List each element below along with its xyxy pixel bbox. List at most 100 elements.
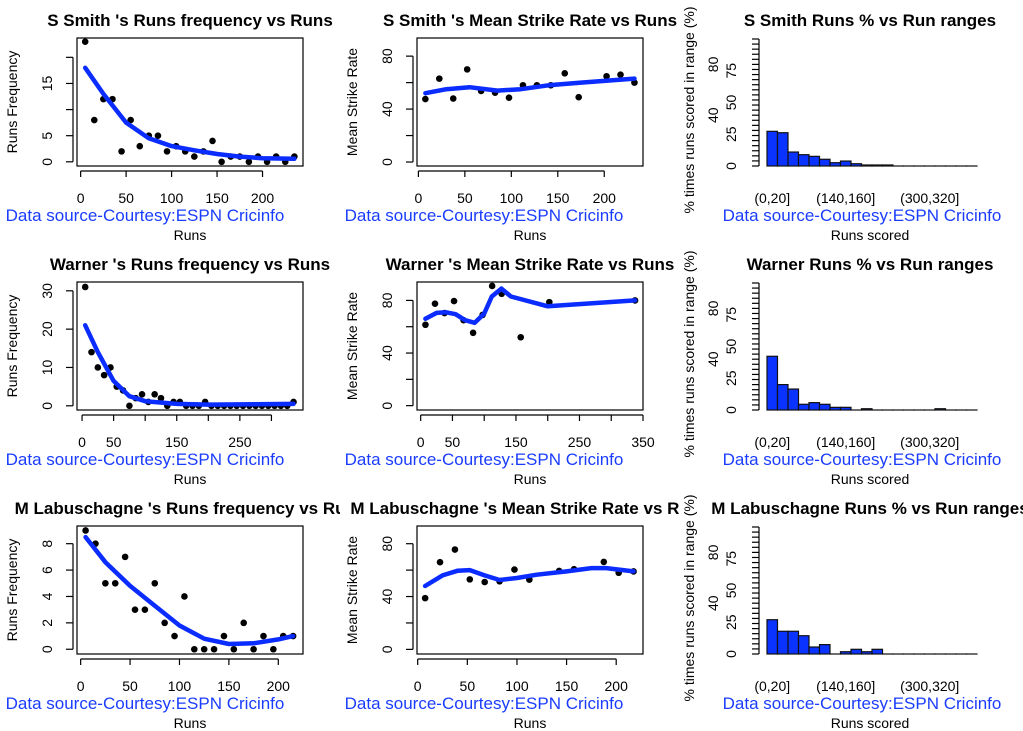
y-tick-label: 50 [723,95,739,111]
data-point [81,283,89,291]
data-source-note: Data source-Courtesy:ESPN Cricinfo [345,694,624,713]
data-point [171,632,178,640]
y-tick-label: 40 [379,101,395,117]
data-point [118,148,125,155]
chart-title-group: M Labuschagne 's Mean Strike Rate vs Run… [350,499,709,518]
y-tick-label: 40 [705,107,721,123]
plot-box [76,37,304,167]
data-point [163,148,171,155]
x-tick-label: 100 [500,190,524,206]
y-tick-label: 5 [39,132,55,140]
y-axis-label: % times runs scored in range (%) [681,7,697,214]
y-tick-label: 25 [723,614,739,630]
data-point [111,579,119,587]
y-tick-label: 0 [379,402,395,410]
x-tick-label: (0,20] [754,190,790,206]
histogram-bar [829,162,842,167]
chart-title-group: M Labuschagne Runs % vs Run ranges [711,499,1023,518]
x-axis-label: Runs scored [831,715,910,731]
data-point [90,116,98,124]
data-point [141,606,149,613]
data-source-note: Data source-Courtesy:ESPN Cricinfo [723,206,1002,225]
data-point [270,645,277,653]
data-point [451,546,459,553]
y-tick-label: 80 [379,292,395,308]
data-point [126,402,133,410]
histogram-bar [776,630,789,655]
histogram-bar [808,155,821,167]
data-point [190,645,198,653]
y-tick-label: 0 [39,402,55,410]
plot-box [416,281,644,411]
histogram-bar [818,403,831,411]
chart-title-group: Warner 's Runs frequency vs Runs [50,255,330,274]
histogram-bar [934,408,947,411]
chart-title: Warner 's Mean Strike Rate vs Runs [386,255,675,274]
histogram-bar [818,158,831,167]
chart-title: M Labuschagne 's Mean Strike Rate vs Run… [350,499,709,518]
histogram-bar [860,164,873,167]
y-tick-label: 0 [723,162,739,170]
x-tick-label: (140,160] [816,678,875,694]
data-point [505,94,513,101]
x-tick-label: 150 [217,678,241,694]
histogram-bar [839,160,852,167]
histogram-bar [839,651,852,655]
data-point [250,645,257,653]
x-tick-label: (0,20] [754,678,790,694]
data-point [151,390,158,398]
x-tick-label: 200 [593,190,617,206]
data-point [81,38,89,45]
y-tick-label: 80 [705,300,721,316]
data-point [102,579,109,587]
histogram-bar [787,388,800,411]
histogram-bar [808,402,821,411]
chart-panel-7: M Labuschagne 's Runs frequency vs Runs 0… [4,499,340,731]
data-point [488,282,496,290]
chart-panel-8: M Labuschagne 's Mean Strike Rate vs Run… [344,499,709,731]
data-point [561,70,569,77]
data-point [436,75,443,82]
data-point [136,142,144,150]
histogram-bar [797,635,810,655]
x-tick-label: 50 [460,678,476,694]
chart-title: S Smith Runs % vs Run ranges [744,11,996,30]
fit-line [82,65,297,161]
x-tick-label: 50 [122,678,138,694]
data-point [131,606,139,613]
data-point [138,390,146,398]
chart-title: M Labuschagne Runs % vs Run ranges [711,499,1023,518]
data-point [245,158,253,166]
y-axis-label: Runs Frequency [4,539,20,642]
data-point [421,594,429,602]
histogram-bar [871,164,884,167]
data-point [511,566,518,573]
data-source-note: Data source-Courtesy:ESPN Cricinfo [345,450,624,469]
histogram-bar [818,644,831,655]
chart-panel-4: Warner 's Runs frequency vs Runs 0 50 150 25… [4,255,330,487]
x-tick-label: 50 [106,434,122,450]
y-axis-label: Mean Strike Rate [344,536,360,644]
x-tick-label: 50 [118,190,134,206]
data-point [240,619,248,627]
data-point [449,95,457,102]
plot-box [76,281,304,411]
data-point [466,576,474,583]
x-tick-label: 0 [77,190,85,206]
y-tick-label: 4 [39,592,55,600]
x-tick-label: 0 [417,434,425,450]
y-tick-label: 0 [723,650,739,658]
histogram-bar [766,130,779,167]
fit-line [423,286,638,326]
data-point [210,645,218,653]
data-source-note: Data source-Courtesy:ESPN Cricinfo [6,206,285,225]
data-point [127,116,134,124]
histogram-bar [871,648,884,655]
data-source-note: Data source-Courtesy:ESPN Cricinfo [723,450,1002,469]
y-tick-label: 0 [379,645,395,653]
y-tick-label: 0 [39,645,55,653]
y-axis-label: Mean Strike Rate [344,48,360,156]
y-tick-label: 10 [39,359,55,375]
